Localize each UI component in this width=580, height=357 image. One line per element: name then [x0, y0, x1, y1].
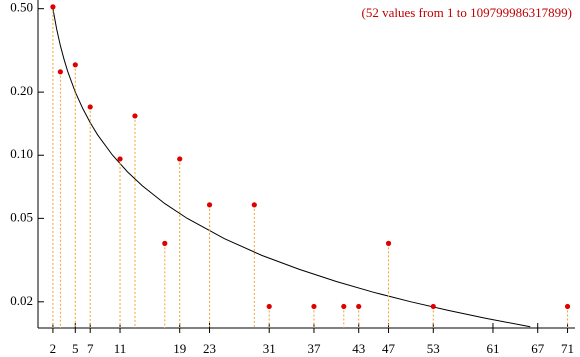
x-tick-label: 67 — [531, 341, 545, 356]
y-tick-label: 0.20 — [10, 83, 33, 98]
x-tick-label: 53 — [427, 341, 440, 356]
curve — [52, 8, 531, 328]
point — [72, 62, 78, 68]
x-tick-label: 19 — [173, 341, 186, 356]
x-tick-label: 47 — [382, 341, 396, 356]
x-tick-label: 2 — [50, 341, 57, 356]
annotation: (52 values from 1 to 109799986317899) — [361, 5, 572, 20]
point — [117, 156, 123, 162]
x-tick-label: 37 — [307, 341, 321, 356]
x-tick-label: 11 — [114, 341, 127, 356]
point — [356, 303, 362, 310]
point — [50, 4, 56, 10]
point — [251, 202, 257, 208]
x-tick-label: 7 — [87, 341, 94, 356]
point — [266, 303, 272, 310]
point — [87, 104, 93, 110]
point — [162, 240, 168, 246]
point — [385, 240, 392, 246]
x-tick-label: 31 — [263, 341, 276, 356]
x-tick-label: 43 — [352, 341, 365, 356]
y-tick-label: 0.02 — [10, 293, 33, 308]
x-tick-label: 5 — [72, 341, 79, 356]
y-tick-label: 0.50 — [10, 0, 33, 15]
point — [311, 303, 317, 310]
y-tick-label: 0.05 — [10, 209, 33, 224]
point — [341, 303, 347, 310]
point — [57, 69, 63, 75]
point — [132, 113, 138, 119]
point — [564, 303, 571, 310]
point — [177, 156, 183, 162]
x-tick-label: 71 — [561, 341, 574, 356]
point — [430, 303, 436, 310]
x-tick-label: 61 — [486, 341, 499, 356]
y-tick-label: 0.10 — [10, 146, 33, 161]
point — [206, 202, 213, 208]
x-tick-label: 23 — [203, 341, 216, 356]
